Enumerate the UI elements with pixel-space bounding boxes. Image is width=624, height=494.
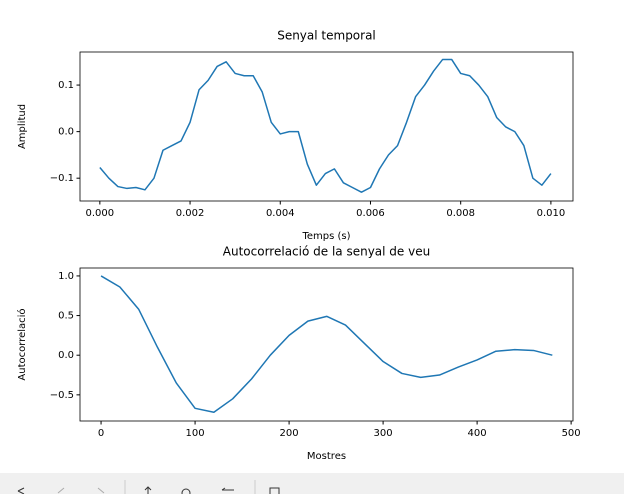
x-tick-label: 0.006 — [356, 208, 385, 219]
y-axis-label: Amplitud — [17, 104, 28, 149]
canvas — [0, 0, 624, 473]
zoom-button[interactable] — [181, 488, 191, 494]
pan-button[interactable] — [144, 486, 152, 494]
axes-frame — [79, 267, 574, 422]
y-tick-label: 1.0 — [58, 271, 74, 282]
x-tick-label: 0.008 — [446, 208, 475, 219]
configure-button[interactable] — [221, 487, 234, 491]
axes-frame — [79, 51, 574, 202]
y-tick-label: 0.0 — [58, 350, 74, 361]
x-tick-label: 200 — [280, 428, 299, 439]
x-tick-label: 0.010 — [537, 208, 566, 219]
y-axis-label: Autocorrelació — [16, 308, 28, 380]
x-tick-label: 0 — [98, 428, 104, 439]
x-tick-label: 0.002 — [176, 208, 205, 219]
y-tick-label: −0.1 — [50, 173, 74, 184]
save-button[interactable] — [269, 487, 280, 494]
toolbar — [0, 473, 624, 494]
y-tick-label: 0.1 — [58, 80, 74, 91]
chart-title: Autocorrelació de la senyal de veu — [223, 245, 430, 259]
x-tick-label: 100 — [186, 428, 205, 439]
x-tick-label: 400 — [468, 428, 487, 439]
forward-button[interactable] — [97, 487, 105, 494]
x-tick-label: 300 — [374, 428, 393, 439]
y-tick-label: −0.5 — [50, 390, 74, 401]
data-line — [99, 58, 552, 193]
x-tick-label: 0.004 — [266, 208, 295, 219]
x-axis-label: Temps (s) — [301, 231, 350, 242]
y-tick-label: 0.5 — [58, 311, 74, 322]
data-line — [100, 275, 553, 414]
chart-title: Senyal temporal — [277, 29, 376, 43]
y-tick-label: 0.0 — [58, 127, 74, 138]
x-axis-label: Mostres — [307, 451, 346, 462]
back-button[interactable] — [57, 487, 65, 494]
x-tick-label: 500 — [562, 428, 581, 439]
x-tick-label: 0.000 — [86, 208, 115, 219]
toolbar-bg — [0, 473, 624, 494]
